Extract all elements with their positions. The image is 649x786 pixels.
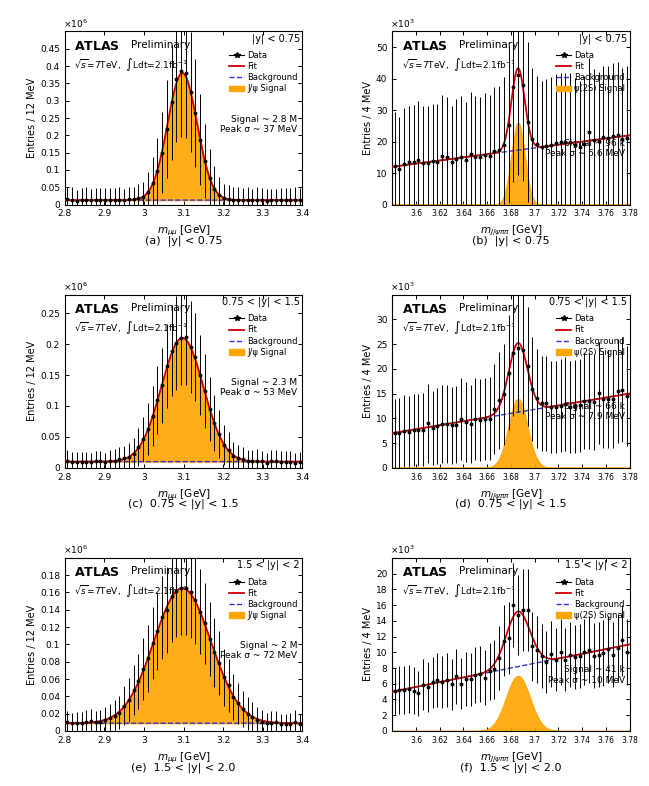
Text: $\sqrt{s}$=7TeV,  $\int$Ldt=2.1fb$^{-1}$: $\sqrt{s}$=7TeV, $\int$Ldt=2.1fb$^{-1}$ (75, 56, 189, 72)
Y-axis label: Entries / 12 MeV: Entries / 12 MeV (27, 78, 37, 158)
Legend: Data, Fit, Background, ψ(2S) Signal: Data, Fit, Background, ψ(2S) Signal (556, 314, 626, 357)
X-axis label: $m_{J/\psi\pi\pi}$ [GeV]: $m_{J/\psi\pi\pi}$ [GeV] (480, 224, 542, 238)
Text: $\times10^{3}$: $\times10^{3}$ (390, 17, 415, 30)
Text: 1.5 < |y| < 2: 1.5 < |y| < 2 (237, 560, 300, 570)
X-axis label: $m_{\mu\mu}$ [GeV]: $m_{\mu\mu}$ [GeV] (156, 751, 210, 765)
Text: $\times10^{6}$: $\times10^{6}$ (62, 17, 88, 30)
Text: $\mathit{\bf{ATLAS}}$: $\mathit{\bf{ATLAS}}$ (75, 303, 120, 316)
Text: 0.75 < |y| < 1.5: 0.75 < |y| < 1.5 (222, 296, 300, 307)
Text: Signal ~ 41 k
Peak σ ~ 10 MeV: Signal ~ 41 k Peak σ ~ 10 MeV (548, 665, 625, 685)
Legend: Data, Fit, Background, J/ψ Signal: Data, Fit, Background, J/ψ Signal (229, 51, 298, 94)
Text: (d)  0.75 < |y| < 1.5: (d) 0.75 < |y| < 1.5 (455, 499, 567, 509)
Text: (e)  1.5 < |y| < 2.0: (e) 1.5 < |y| < 2.0 (131, 762, 236, 773)
Text: $\mathit{\bf{ATLAS}}$: $\mathit{\bf{ATLAS}}$ (75, 567, 120, 579)
Text: 0.75 < |y| < 1.5: 0.75 < |y| < 1.5 (549, 296, 627, 307)
Y-axis label: Entries / 4 MeV: Entries / 4 MeV (363, 81, 373, 155)
Text: 1.5 < |y| < 2: 1.5 < |y| < 2 (565, 560, 627, 570)
Text: Signal ~ 2.3 M
Peak σ ~ 53 MeV: Signal ~ 2.3 M Peak σ ~ 53 MeV (220, 378, 297, 397)
Text: $\times10^{3}$: $\times10^{3}$ (390, 281, 415, 293)
Legend: Data, Fit, Background, ψ(2S) Signal: Data, Fit, Background, ψ(2S) Signal (556, 578, 626, 620)
Text: Preliminary: Preliminary (131, 40, 191, 50)
Text: Signal ~ 66 k
Peak σ ~ 7.9 MeV: Signal ~ 66 k Peak σ ~ 7.9 MeV (545, 402, 625, 421)
X-axis label: $m_{\mu\mu}$ [GeV]: $m_{\mu\mu}$ [GeV] (156, 224, 210, 238)
Text: |y| < 0.75: |y| < 0.75 (579, 33, 627, 44)
Text: Signal ~ 2.8 M
Peak σ ~ 37 MeV: Signal ~ 2.8 M Peak σ ~ 37 MeV (220, 115, 297, 134)
Text: $\sqrt{s}$=7TeV,  $\int$Ldt=2.1fb$^{-1}$: $\sqrt{s}$=7TeV, $\int$Ldt=2.1fb$^{-1}$ (75, 582, 189, 599)
Legend: Data, Fit, Background, ψ(2S) Signal: Data, Fit, Background, ψ(2S) Signal (556, 51, 626, 94)
Text: Preliminary: Preliminary (459, 567, 518, 576)
Text: $\sqrt{s}$=7TeV,  $\int$Ldt=2.1fb$^{-1}$: $\sqrt{s}$=7TeV, $\int$Ldt=2.1fb$^{-1}$ (402, 582, 516, 599)
Text: $\mathit{\bf{ATLAS}}$: $\mathit{\bf{ATLAS}}$ (402, 567, 448, 579)
Text: (c)  0.75 < |y| < 1.5: (c) 0.75 < |y| < 1.5 (129, 499, 239, 509)
Y-axis label: Entries / 4 MeV: Entries / 4 MeV (363, 608, 373, 681)
X-axis label: $m_{\mu\mu}$ [GeV]: $m_{\mu\mu}$ [GeV] (156, 487, 210, 501)
Text: (a)  |y| < 0.75: (a) |y| < 0.75 (145, 236, 222, 246)
Text: $\times10^{6}$: $\times10^{6}$ (62, 544, 88, 556)
Text: Preliminary: Preliminary (131, 303, 191, 314)
Text: (f)  1.5 < |y| < 2.0: (f) 1.5 < |y| < 2.0 (460, 762, 561, 773)
Text: Preliminary: Preliminary (131, 567, 191, 576)
Text: |y| < 0.75: |y| < 0.75 (252, 33, 300, 44)
Legend: Data, Fit, Background, J/ψ Signal: Data, Fit, Background, J/ψ Signal (229, 314, 298, 357)
X-axis label: $m_{J/\psi\pi\pi}$ [GeV]: $m_{J/\psi\pi\pi}$ [GeV] (480, 487, 542, 501)
Text: Preliminary: Preliminary (459, 303, 518, 314)
Text: $\sqrt{s}$=7TeV,  $\int$Ldt=2.1fb$^{-1}$: $\sqrt{s}$=7TeV, $\int$Ldt=2.1fb$^{-1}$ (402, 319, 516, 336)
Y-axis label: Entries / 4 MeV: Entries / 4 MeV (363, 344, 373, 418)
Text: Signal ~ 96 k
Peak σ ~ 5.6 MeV: Signal ~ 96 k Peak σ ~ 5.6 MeV (545, 139, 625, 158)
Text: $\sqrt{s}$=7TeV,  $\int$Ldt=2.1fb$^{-1}$: $\sqrt{s}$=7TeV, $\int$Ldt=2.1fb$^{-1}$ (75, 319, 189, 336)
Text: Preliminary: Preliminary (459, 40, 518, 50)
X-axis label: $m_{J/\psi\pi\pi}$ [GeV]: $m_{J/\psi\pi\pi}$ [GeV] (480, 751, 542, 765)
Y-axis label: Entries / 12 MeV: Entries / 12 MeV (27, 341, 37, 421)
Text: $\mathit{\bf{ATLAS}}$: $\mathit{\bf{ATLAS}}$ (402, 303, 448, 316)
Text: $\times10^{6}$: $\times10^{6}$ (62, 281, 88, 293)
Text: (b)  |y| < 0.75: (b) |y| < 0.75 (472, 236, 550, 246)
Text: $\times10^{3}$: $\times10^{3}$ (390, 544, 415, 556)
Text: $\mathit{\bf{ATLAS}}$: $\mathit{\bf{ATLAS}}$ (75, 40, 120, 53)
Legend: Data, Fit, Background, J/ψ Signal: Data, Fit, Background, J/ψ Signal (229, 578, 298, 620)
Y-axis label: Entries / 12 MeV: Entries / 12 MeV (27, 604, 37, 685)
Text: $\sqrt{s}$=7TeV,  $\int$Ldt=2.1fb$^{-1}$: $\sqrt{s}$=7TeV, $\int$Ldt=2.1fb$^{-1}$ (402, 56, 516, 72)
Text: Signal ~ 2 M
Peak σ ~ 72 MeV: Signal ~ 2 M Peak σ ~ 72 MeV (221, 641, 297, 660)
Text: $\mathit{\bf{ATLAS}}$: $\mathit{\bf{ATLAS}}$ (402, 40, 448, 53)
